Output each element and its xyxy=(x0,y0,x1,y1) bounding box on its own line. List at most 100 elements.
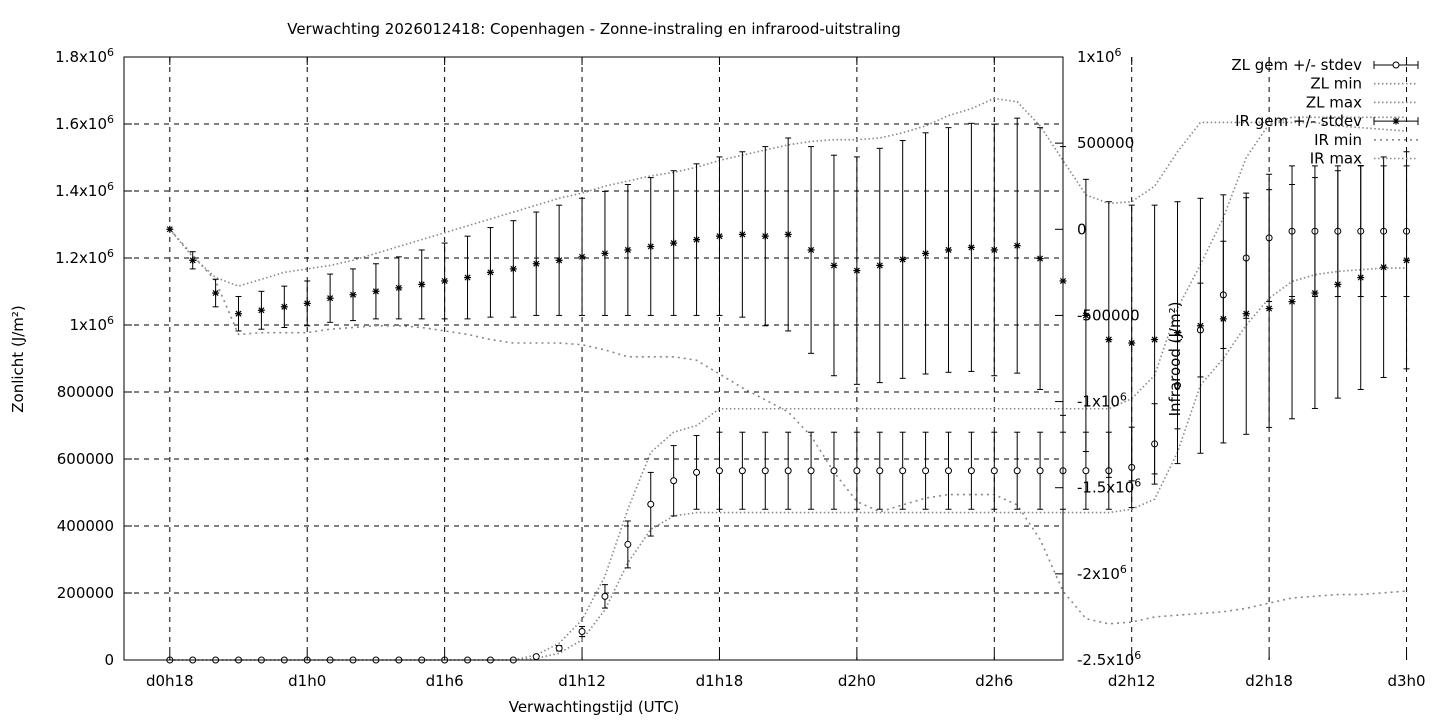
legend-label: IR max xyxy=(1310,150,1362,168)
star-stroke xyxy=(372,288,379,295)
y-right-tick-label: 0 xyxy=(1077,220,1087,238)
star-stroke xyxy=(945,246,952,253)
data-point-star xyxy=(372,287,380,295)
star-stroke xyxy=(785,231,792,238)
data-point-star xyxy=(1242,310,1250,318)
series-line-4 xyxy=(169,228,1407,625)
data-point-star xyxy=(899,255,907,263)
legend-label: ZL gem +/- stdev xyxy=(1231,56,1362,74)
star-stroke xyxy=(487,269,494,276)
star-stroke xyxy=(1037,255,1044,262)
data-point-circle xyxy=(830,467,838,475)
data-point-circle xyxy=(1082,467,1090,475)
data-point-star xyxy=(509,265,517,273)
data-point-star xyxy=(715,232,723,240)
data-point-star xyxy=(922,249,930,257)
y-left-tick-label: 1.2x106 xyxy=(55,247,114,267)
data-point-star xyxy=(853,267,861,275)
y-right-tick-label: 1x106 xyxy=(1077,46,1122,66)
data-point-circle xyxy=(1036,467,1044,475)
data-point-star xyxy=(1128,339,1136,347)
star-stroke xyxy=(1403,257,1410,264)
data-point-star xyxy=(189,256,197,264)
data-point-star xyxy=(532,260,540,268)
star-stroke xyxy=(1266,305,1273,312)
y-left-tick-label: 200000 xyxy=(57,584,114,602)
x-tick-label: d1h18 xyxy=(696,672,744,690)
data-point-star xyxy=(967,243,975,251)
data-point-star xyxy=(1151,336,1159,344)
star-stroke xyxy=(968,244,975,251)
data-point-circle xyxy=(624,540,632,548)
star-stroke xyxy=(441,277,448,284)
star-stroke xyxy=(1128,339,1135,347)
data-point-star xyxy=(1380,263,1388,271)
data-point-star xyxy=(738,230,746,238)
data-point-star xyxy=(280,303,288,311)
y-left-tick-label: 1x106 xyxy=(69,314,114,334)
y-axis-label-left: Zonlicht (J/m²) xyxy=(9,305,27,413)
data-point-circle xyxy=(578,628,586,636)
data-point-star xyxy=(1013,242,1021,250)
star-stroke xyxy=(1174,329,1181,336)
data-point-circle xyxy=(532,653,540,661)
y-right-tick-label: -2.5x106 xyxy=(1077,649,1141,669)
star-stroke xyxy=(601,250,608,257)
y-right-tick-label: -2x106 xyxy=(1077,563,1127,583)
y-left-tick-label: 800000 xyxy=(57,383,114,401)
x-tick-label: d2h12 xyxy=(1108,672,1156,690)
data-point-star xyxy=(944,246,952,254)
y-right-tick-label: 500000 xyxy=(1077,134,1134,152)
data-point-star xyxy=(235,310,243,318)
star-stroke xyxy=(1105,336,1112,343)
x-tick-label: d0h18 xyxy=(146,672,194,690)
data-point-star xyxy=(464,274,472,282)
data-point-circle xyxy=(784,467,792,475)
data-point-circle xyxy=(922,467,930,475)
data-point-circle xyxy=(990,467,998,475)
data-point-circle xyxy=(761,467,769,475)
star-stroke xyxy=(1082,312,1089,319)
legend-label: ZL min xyxy=(1310,75,1362,93)
star-stroke xyxy=(1243,310,1250,317)
data-point-star xyxy=(1357,274,1365,282)
data-point-star xyxy=(349,291,357,299)
star-stroke xyxy=(1392,118,1400,125)
data-point-star xyxy=(1403,256,1411,264)
data-point-star xyxy=(807,246,815,254)
star-stroke xyxy=(327,295,334,302)
y-left-tick-label: 1.8x106 xyxy=(55,46,114,66)
data-point-star xyxy=(1196,322,1204,330)
data-point-star xyxy=(441,277,449,285)
star-stroke xyxy=(1220,315,1227,322)
data-point-star xyxy=(212,289,220,297)
star-stroke xyxy=(1334,281,1341,288)
data-point-circle xyxy=(899,467,907,475)
x-tick-label: d1h6 xyxy=(426,672,464,690)
data-point-star xyxy=(303,299,311,307)
series-layer xyxy=(166,117,1411,664)
data-point-star xyxy=(1334,280,1342,288)
data-point-circle xyxy=(647,500,655,508)
data-point-star xyxy=(1392,117,1400,125)
star-stroke xyxy=(830,262,837,269)
data-point-star xyxy=(257,306,265,314)
data-point-star xyxy=(1265,305,1273,313)
data-point-star xyxy=(1219,315,1227,323)
star-stroke xyxy=(533,260,540,267)
data-point-star xyxy=(761,232,769,240)
star-stroke xyxy=(212,290,219,297)
legend-label: IR min xyxy=(1314,131,1362,149)
data-point-star xyxy=(1105,336,1113,344)
star-stroke xyxy=(281,303,288,310)
data-point-circle xyxy=(944,467,952,475)
data-point-circle xyxy=(715,467,723,475)
x-tick-label: d1h12 xyxy=(558,672,606,690)
data-point-circle xyxy=(1013,467,1021,475)
data-point-circle xyxy=(876,467,884,475)
y-left-tick-label: 400000 xyxy=(57,517,114,535)
star-stroke xyxy=(350,291,357,298)
data-point-circle xyxy=(967,467,975,475)
star-stroke xyxy=(670,240,677,247)
